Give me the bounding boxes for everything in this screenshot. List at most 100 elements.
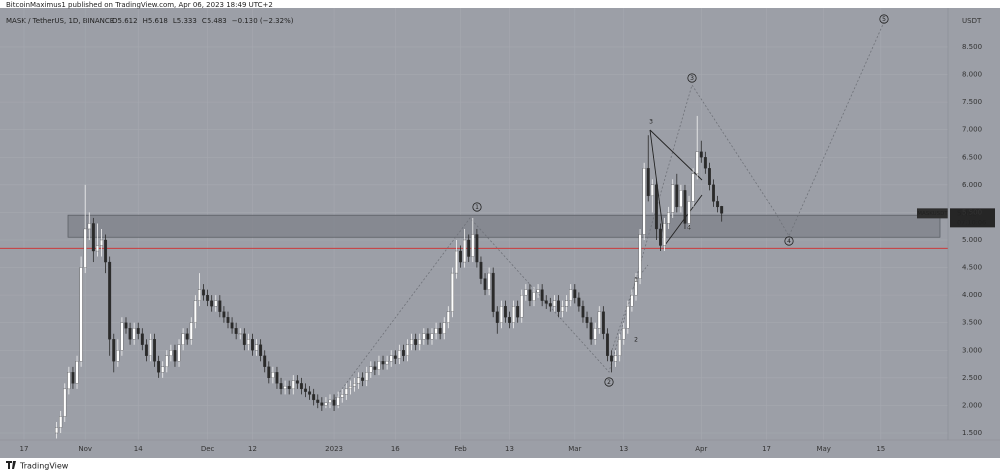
candle-body <box>308 391 312 395</box>
y-tick-label: 4.000 <box>962 291 982 299</box>
candle-body <box>255 344 259 351</box>
candle-body <box>83 228 87 268</box>
y-tick-label: 6.500 <box>962 153 982 161</box>
x-tick-label: Apr <box>695 445 707 453</box>
countdown-text: 07:10:06 <box>957 218 986 226</box>
candle-body <box>299 383 303 390</box>
candle-body <box>230 322 234 329</box>
candle-body <box>659 228 662 246</box>
candle-body <box>720 206 724 214</box>
candle-body <box>365 372 369 381</box>
y-tick-label: 3.500 <box>962 319 982 327</box>
candle-body <box>214 300 218 307</box>
candle-body <box>679 190 683 208</box>
candle-body <box>610 355 613 362</box>
x-tick-label: May <box>816 445 830 453</box>
y-tick-label: 1.500 <box>962 429 982 437</box>
candle-body <box>320 402 324 406</box>
candle-body <box>340 394 344 398</box>
candle-body <box>536 289 540 293</box>
x-tick-label: 13 <box>505 445 514 453</box>
candle-body <box>683 190 687 224</box>
ohlc-value: −0.130 (−2.32%) <box>232 17 294 25</box>
candle-body <box>512 306 516 323</box>
candle-body <box>202 289 205 296</box>
candle-body <box>246 339 250 345</box>
candle-body <box>573 289 577 299</box>
candle-body <box>181 333 185 345</box>
x-tick-label: 14 <box>134 445 143 453</box>
footer-text: TradingView <box>19 462 69 471</box>
candle-body <box>112 339 116 362</box>
candle-body <box>707 168 711 185</box>
y-axis-label: USDT <box>962 17 982 25</box>
candle-body <box>699 151 703 158</box>
symbol-badge-text: MASKUSDT <box>917 211 948 217</box>
y-tick-label: 8.500 <box>962 43 982 51</box>
candle-body <box>336 397 340 406</box>
candle-body <box>561 306 565 312</box>
candle-body <box>557 300 560 312</box>
x-tick-label: Dec <box>201 445 215 453</box>
candle-body <box>189 322 193 340</box>
x-tick-label: 16 <box>391 445 400 453</box>
price-badge-box <box>950 208 995 228</box>
y-tick-label: 2.000 <box>962 401 982 409</box>
candle-body <box>565 300 569 307</box>
support-zone <box>67 214 941 238</box>
ohlc-value: L5.333 <box>173 17 197 25</box>
y-tick-label: 8.000 <box>962 71 982 79</box>
triangle-lower <box>664 194 703 246</box>
candle-body <box>712 184 715 202</box>
candle-body <box>161 366 165 373</box>
wave-labels: 1 2 3 4 5 1 2 3 4 <box>472 14 889 387</box>
candle-body <box>585 317 589 323</box>
y-tick-label: 5.000 <box>962 236 982 244</box>
candle-body <box>716 201 720 208</box>
candle-body <box>381 361 385 365</box>
candle-body <box>353 383 356 387</box>
candle-body <box>508 317 511 323</box>
candle-body <box>397 350 401 359</box>
y-tick-label: 2.500 <box>962 374 982 382</box>
candle-body <box>197 289 201 301</box>
wave-label: 2 <box>607 379 611 386</box>
candle-body <box>438 328 442 334</box>
candle-body <box>483 278 487 290</box>
ohlc-legend: O5.612 H5.618 L5.333 C5.483 −0.130 (−2.32%) <box>112 17 294 25</box>
candle-body <box>418 339 422 345</box>
wave-label: 3 <box>690 75 694 82</box>
x-tick-label: 2023 <box>325 445 343 453</box>
candle-body <box>671 184 675 213</box>
candle-body <box>463 239 467 263</box>
candle-body <box>79 267 83 362</box>
candle-body <box>222 311 226 318</box>
candle-body <box>169 350 173 356</box>
candle-body <box>650 184 654 197</box>
candle-body <box>434 328 438 334</box>
candle-body <box>581 306 585 318</box>
candle-body <box>450 272 454 312</box>
candle-body <box>446 311 450 323</box>
candle-body <box>226 317 230 323</box>
candle-body <box>528 289 532 301</box>
candle-body <box>91 223 95 252</box>
candle-body <box>630 294 634 307</box>
candle-body <box>524 289 528 296</box>
candle-body <box>459 250 463 263</box>
candle-body <box>577 297 581 307</box>
candle-body <box>316 399 320 403</box>
y-tick-label: 6.000 <box>962 181 982 189</box>
candle-body <box>132 328 136 340</box>
candle-body <box>361 377 365 381</box>
candle-body <box>149 339 152 356</box>
candle-body <box>128 328 132 340</box>
candle-body <box>634 278 638 296</box>
wave-label: 1 <box>475 204 479 211</box>
footer-logo <box>6 461 16 469</box>
candle-body <box>206 294 210 301</box>
candle-body <box>593 328 597 340</box>
candle-body <box>373 366 377 370</box>
candle-body <box>467 239 471 257</box>
